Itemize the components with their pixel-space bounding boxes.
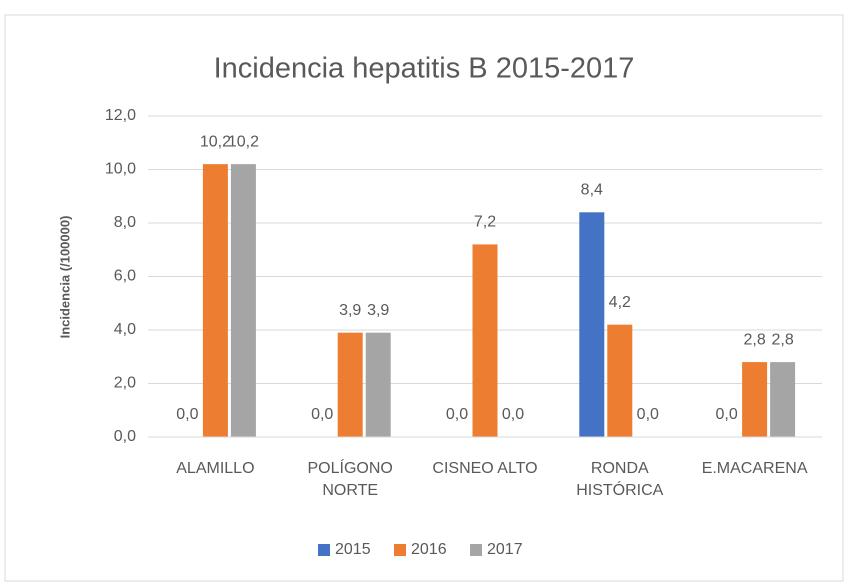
data-label: 0,0 <box>311 406 333 423</box>
y-tick-label: 12,0 <box>105 107 136 124</box>
legend-label: 2015 <box>335 541 371 558</box>
bar <box>770 362 796 437</box>
data-label: 4,2 <box>609 294 631 311</box>
y-axis-label: Incidencia (/100000) <box>57 216 72 339</box>
data-label: 0,0 <box>176 406 198 423</box>
data-label: 2,8 <box>743 331 765 348</box>
bar <box>202 164 228 437</box>
y-tick-label: 8,0 <box>114 214 136 231</box>
bar <box>337 332 363 437</box>
bar <box>607 324 633 437</box>
y-tick-label: 10,0 <box>105 161 136 178</box>
data-label: 0,0 <box>502 406 524 423</box>
legend-swatch <box>318 544 330 556</box>
x-tick-label: ALAMILLO <box>176 460 255 477</box>
y-tick-label: 0,0 <box>114 428 136 445</box>
x-tick-label: RONDA HISTÓRICA <box>576 460 664 499</box>
data-label: 7,2 <box>474 214 496 231</box>
x-tick-label: POLÍGONO NORTE <box>307 460 393 499</box>
data-label: 3,9 <box>339 302 361 319</box>
data-label: 10,2 <box>200 133 231 150</box>
data-label: 10,2 <box>228 133 259 150</box>
chart-border <box>4 14 844 582</box>
y-tick-label: 4,0 <box>114 321 136 338</box>
bar <box>742 362 768 437</box>
chart-title: Incidencia hepatitis B 2015-2017 <box>214 53 635 85</box>
bar <box>230 164 256 437</box>
legend-swatch <box>470 544 482 556</box>
x-tick-label: E.MACARENA <box>701 460 808 477</box>
bar <box>472 244 498 437</box>
bar <box>579 212 605 437</box>
legend-swatch <box>394 544 406 556</box>
x-tick-label: CISNEO ALTO <box>432 460 538 477</box>
data-label: 2,8 <box>771 331 793 348</box>
data-label: 0,0 <box>715 406 737 423</box>
data-label: 3,9 <box>367 302 389 319</box>
data-label: 0,0 <box>446 406 468 423</box>
y-tick-label: 6,0 <box>114 268 136 285</box>
legend-label: 2016 <box>411 541 447 558</box>
y-tick-label: 2,0 <box>114 375 136 392</box>
legend-label: 2017 <box>487 541 523 558</box>
data-label: 0,0 <box>637 406 659 423</box>
bar <box>365 332 391 437</box>
data-label: 8,4 <box>581 182 603 199</box>
